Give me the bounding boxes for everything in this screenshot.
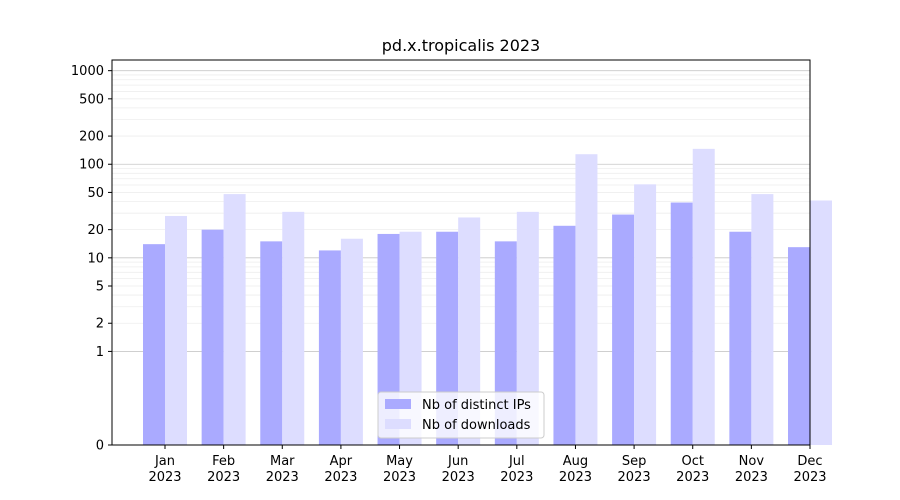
x-tick-label: Feb	[212, 454, 235, 469]
bar-downloads-1	[223, 194, 246, 445]
legend: Nb of distinct IPs Nb of downloads	[377, 391, 545, 439]
bar-downloads-8	[634, 184, 657, 445]
x-tick-label: 2023	[442, 470, 475, 485]
legend-swatch	[385, 399, 411, 409]
x-tick-label: Mar	[270, 454, 295, 469]
legend-label: Nb of downloads	[422, 418, 531, 433]
y-tick-label: 1	[96, 345, 104, 360]
bar-downloads-10	[751, 194, 774, 445]
x-tick-label: 2023	[207, 470, 240, 485]
y-tick-label: 50	[87, 186, 104, 201]
y-axis: 0 1 2 5 10 20 50 100 200 500 1000	[71, 64, 112, 454]
chart-title: pd.x.tropicalis 2023	[382, 36, 540, 55]
x-tick-label: Apr	[330, 454, 353, 469]
bar-downloads-9	[692, 148, 715, 445]
bar-downloads-7	[575, 154, 598, 446]
x-tick-label: 2023	[324, 470, 357, 485]
x-tick-label: Sep	[622, 454, 647, 469]
bar-distinct-ips-3	[318, 250, 341, 445]
bars	[143, 148, 832, 446]
x-tick-label: 2023	[266, 470, 299, 485]
y-tick-label: 100	[79, 158, 104, 173]
y-tick-label: 1000	[71, 64, 104, 79]
bar-downloads-3	[340, 238, 363, 445]
x-tick-label: Nov	[739, 454, 765, 469]
bar-distinct-ips-11	[788, 247, 810, 445]
bar-distinct-ips-8	[612, 214, 635, 445]
x-tick-label: 2023	[148, 470, 181, 485]
y-tick-label: 5	[96, 280, 104, 295]
bar-downloads-5	[458, 217, 481, 445]
x-tick-label: Jan	[154, 454, 175, 469]
x-tick-label: Aug	[563, 454, 588, 469]
x-tick-label: Oct	[681, 454, 703, 469]
y-tick-label: 500	[79, 92, 104, 107]
x-tick-label: Dec	[797, 454, 822, 469]
bar-distinct-ips-1	[201, 229, 224, 445]
x-tick-label: Jul	[508, 454, 525, 469]
bar-downloads-2	[282, 211, 305, 445]
x-axis: Jan2023Feb2023Mar2023Apr2023May2023Jun20…	[148, 445, 827, 485]
y-tick-label: 200	[79, 130, 104, 145]
x-tick-label: 2023	[559, 470, 592, 485]
bar-distinct-ips-7	[553, 225, 576, 445]
y-tick-label: 10	[87, 251, 104, 266]
x-tick-label: May	[386, 454, 413, 469]
y-tick-label: 0	[96, 439, 104, 454]
bar-distinct-ips-9	[670, 202, 693, 445]
x-tick-label: 2023	[676, 470, 709, 485]
x-tick-label: 2023	[383, 470, 416, 485]
legend-label: Nb of distinct IPs	[422, 398, 531, 413]
plot-frame	[111, 59, 811, 446]
bar-downloads-0	[165, 215, 187, 445]
x-tick-label: 2023	[500, 470, 533, 485]
y-tick-label: 20	[87, 223, 104, 238]
bar-distinct-ips-2	[260, 241, 283, 445]
legend-swatch	[385, 419, 411, 429]
x-tick-label: 2023	[735, 470, 768, 485]
x-tick-label: Jun	[447, 454, 468, 469]
bar-distinct-ips-10	[729, 231, 752, 445]
bar-distinct-ips-0	[143, 244, 165, 445]
x-tick-label: 2023	[793, 470, 826, 485]
bar-downloads-11	[810, 200, 832, 445]
legend-box	[377, 391, 545, 439]
bar-downloads-6	[516, 211, 539, 445]
y-tick-label: 2	[96, 317, 104, 332]
x-tick-label: 2023	[618, 470, 651, 485]
